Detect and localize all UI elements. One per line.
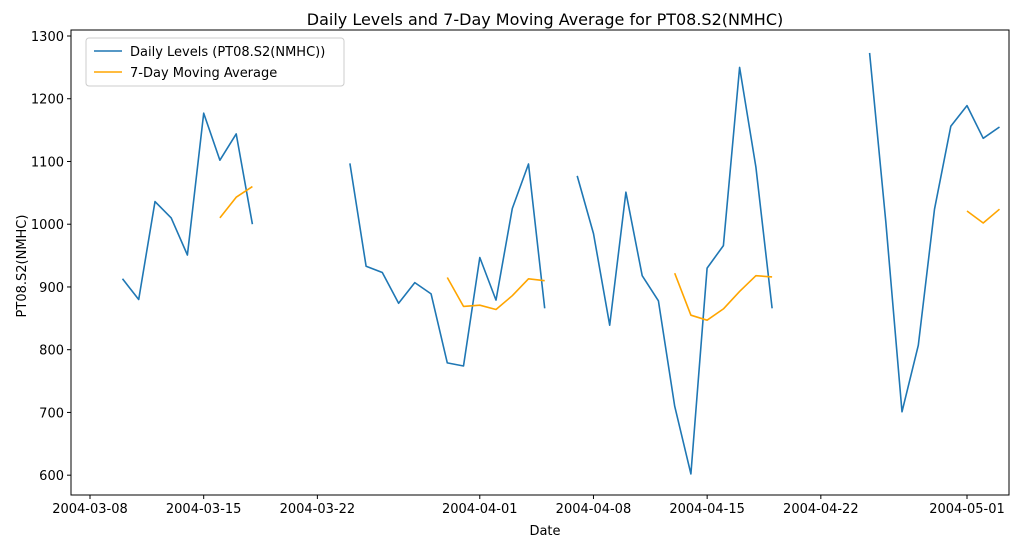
x-tick-label: 2004-03-15 [166,502,242,517]
y-tick-label: 1300 [31,30,64,45]
plot-area [121,52,1001,475]
moving-average-line [219,185,1001,321]
axes: 2004-03-08 2004-03-15 2004-03-22 2004-04-01… [31,29,1010,517]
y-axis-label: PT08.S2(NMHC) [15,215,30,318]
y-tick-label: 700 [39,406,64,421]
x-tick-label: 2004-05-01 [929,502,1005,517]
x-axis-label: Date [529,524,560,539]
plot-frame [70,29,1010,496]
legend: Daily Levels (PT08.S2(NMHC)) 7-Day Moving… [85,37,345,87]
chart-title: Daily Levels and 7-Day Moving Average fo… [307,10,783,29]
legend-box [85,37,345,87]
x-tick-label: 2004-04-22 [783,502,859,517]
x-tick-label: 2004-04-08 [556,502,632,517]
y-tick-label: 800 [39,344,64,359]
y-tick-label: 1200 [31,93,64,108]
y-tick-label: 1000 [31,218,64,233]
legend-label: Daily Levels (PT08.S2(NMHC)) [130,45,325,60]
y-tick-label: 600 [39,469,64,484]
x-tick-label: 2004-03-22 [280,502,356,517]
y-tick-label: 1100 [31,155,64,170]
y-tick-label: 900 [39,281,64,296]
x-tick-label: 2004-03-08 [52,502,128,517]
x-tick-label: 2004-04-15 [669,502,745,517]
legend-label: 7-Day Moving Average [130,66,277,81]
daily-levels-line [121,52,1000,475]
x-tick-label: 2004-04-01 [442,502,518,517]
